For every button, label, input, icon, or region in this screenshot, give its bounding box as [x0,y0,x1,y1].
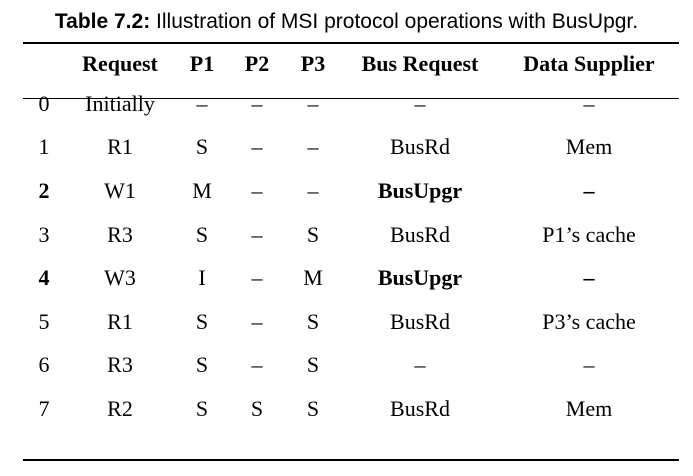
table-row: 4 W3 I – M BusUpgr – [23,256,679,300]
cell-bus-request: BusRd [390,395,450,421]
cell-step: 6 [38,352,50,378]
cell-p1: S [195,395,209,421]
cell-request: W3 [104,265,136,291]
cell-request: R3 [107,221,133,247]
cell-step: 2 [38,177,50,203]
cell-bus-request: BusRd [390,134,450,160]
cell-bus-request: BusRd [390,221,450,247]
cell-data-supplier: – [583,90,595,116]
cell-step: 1 [38,134,50,160]
table-row: 6 R3 S – S – – [23,344,679,388]
cell-p3: – [307,134,319,160]
cell-data-supplier: P1’s cache [542,221,636,247]
cell-data-supplier: Mem [565,134,613,160]
cell-step: 0 [38,90,50,116]
cell-p2: – [251,308,263,334]
cell-p3: S [306,352,320,378]
table-body: 0 Initially – – – – – 1 R1 S – – BusRd Mem 2 W1 M – – BusUp… [23,82,679,431]
table-row: 1 R1 S – – BusRd Mem [23,126,679,170]
cell-p3: – [307,90,319,116]
column-header-p3: P3 [300,51,326,76]
cell-p1: S [195,308,209,334]
cell-bus-request: – [414,352,426,378]
cell-data-supplier: – [583,177,595,203]
cell-request: R1 [107,134,133,160]
cell-p1: S [195,134,209,160]
cell-data-supplier: – [583,352,595,378]
cell-bus-request: – [414,90,426,116]
column-header-request: Request [82,51,158,76]
cell-p2: – [251,221,263,247]
table-caption: Table 7.2: Illustration of MSI protocol … [0,10,693,34]
cell-p3: S [306,395,320,421]
cell-request: R3 [107,352,133,378]
cell-p1: M [192,177,212,203]
column-header-p2: P2 [244,51,270,76]
cell-step: 4 [38,265,50,291]
cell-data-supplier: P3’s cache [542,308,636,334]
cell-p1: – [196,90,208,116]
cell-p1: I [198,265,206,291]
cell-p2: – [251,352,263,378]
header-row: Request P1 P2 P3 Bus Request Data Suppli… [23,46,679,82]
cell-bus-request: BusUpgr [377,265,463,291]
cell-request: R1 [107,308,133,334]
cell-p2: – [251,90,263,116]
column-header-bus-request: Bus Request [361,51,479,76]
cell-p3: S [306,221,320,247]
cell-p3: – [307,177,319,203]
table-row: 7 R2 S S S BusRd Mem [23,387,679,431]
table-row: 5 R1 S – S BusRd P3’s cache [23,300,679,344]
cell-request: W1 [104,177,136,203]
table-row: 3 R3 S – S BusRd P1’s cache [23,213,679,257]
bottom-rule [23,459,679,461]
cell-bus-request: BusUpgr [377,177,463,203]
cell-p3: S [306,308,320,334]
column-header-index [23,46,65,82]
caption-text: Illustration of MSI protocol operations … [156,10,639,33]
table-row: 2 W1 M – – BusUpgr – [23,169,679,213]
cell-request: Initially [85,90,155,116]
msi-protocol-table: Request P1 P2 P3 Bus Request Data Suppli… [23,46,679,431]
cell-p2: S [250,395,264,421]
cell-step: 3 [38,221,50,247]
cell-step: 5 [38,308,50,334]
cell-bus-request: BusRd [390,308,450,334]
cell-request: R2 [107,395,133,421]
column-header-p1: P1 [189,51,215,76]
cell-step: 7 [38,395,50,421]
column-header-data-supplier: Data Supplier [523,51,655,76]
cell-data-supplier: Mem [565,395,613,421]
caption-label: Table 7.2: [54,10,151,33]
cell-p2: – [251,134,263,160]
cell-p1: S [195,352,209,378]
table-row: 0 Initially – – – – – [23,82,679,126]
cell-p2: – [251,177,263,203]
cell-p1: S [195,221,209,247]
cell-p3: M [303,265,323,291]
cell-data-supplier: – [583,265,595,291]
header-rule [23,98,679,99]
cell-p2: – [251,265,263,291]
top-rule [23,42,679,44]
